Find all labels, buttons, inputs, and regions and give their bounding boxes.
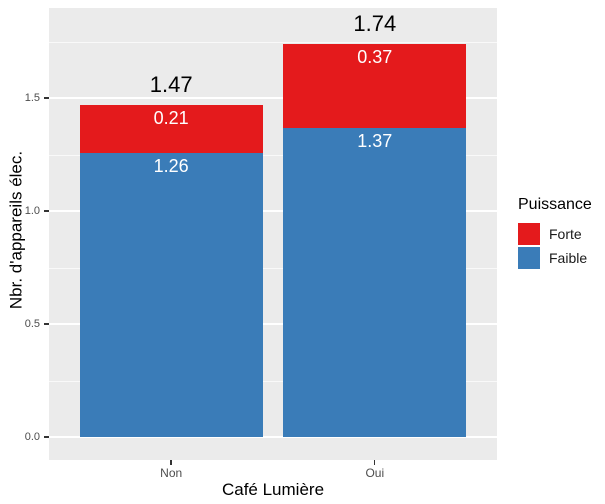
segment-value-label: 0.37	[357, 47, 393, 68]
x-tick-mark	[170, 460, 172, 465]
legend-item-label: Faible	[549, 250, 588, 266]
y-tick-mark	[44, 97, 49, 99]
legend-title: Puissance	[518, 196, 592, 213]
gridline-minor	[49, 154, 497, 156]
y-tick-label: 0.0	[24, 431, 40, 444]
x-tick-label: Non	[160, 466, 183, 480]
legend-item: Faible	[518, 247, 592, 269]
x-axis: Non Oui	[49, 460, 497, 482]
legend-swatch	[518, 223, 540, 245]
legend-swatch	[518, 247, 540, 269]
y-tick-mark	[44, 323, 49, 325]
y-axis: 0.0 0.5 1.0 1.5	[0, 8, 49, 460]
y-tick-label: 0.5	[24, 318, 40, 331]
gridline-major	[49, 97, 497, 100]
x-axis-title: Café Lumière	[221, 480, 325, 499]
legend-item: Forte	[518, 223, 592, 245]
gridline-minor	[49, 380, 497, 382]
total-value-label: 1.74	[353, 11, 397, 37]
y-tick-label: 1.5	[24, 92, 40, 105]
legend-item-label: Forte	[549, 226, 582, 242]
legend: Puissance Forte Faible	[518, 196, 592, 269]
y-axis-title: Nbr. d'appareils élec.	[6, 150, 26, 310]
bar-segment-forte	[79, 105, 263, 153]
bar-segment-faible	[79, 152, 263, 438]
gridline-minor	[49, 41, 497, 43]
plot-panel: 1.26 0.21 1.47 1.37 0.37 1.74	[49, 8, 497, 460]
y-tick-mark	[44, 210, 49, 212]
segment-value-label: 0.21	[153, 108, 189, 129]
gridline-major	[49, 210, 497, 213]
gridline-major	[49, 436, 497, 439]
x-tick-mark	[373, 460, 376, 465]
y-tick-mark	[44, 436, 49, 438]
y-tick-label: 1.0	[24, 205, 40, 218]
segment-value-label: 1.26	[153, 155, 189, 176]
gridline-minor	[49, 267, 497, 269]
gridline-major	[49, 323, 497, 326]
x-tick-label: Oui	[365, 466, 385, 480]
bar-segment-forte	[283, 44, 467, 128]
bar-segment-faible	[283, 127, 467, 438]
legend-items: Forte Faible	[518, 223, 592, 269]
segment-value-label: 1.37	[357, 130, 393, 151]
total-value-label: 1.47	[149, 72, 193, 98]
